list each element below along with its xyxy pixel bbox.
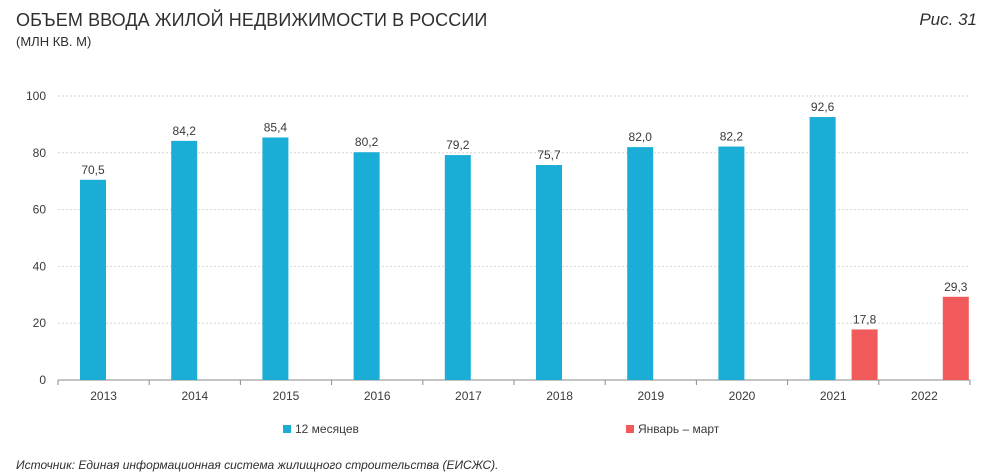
bar-12-months bbox=[809, 117, 836, 381]
y-tick-label: 20 bbox=[33, 316, 47, 330]
x-tick-label: 2022 bbox=[911, 389, 938, 403]
chart-title: ОБЪЕМ ВВОДА ЖИЛОЙ НЕДВИЖИМОСТИ В РОССИИ bbox=[16, 10, 488, 30]
x-tick-label: 2019 bbox=[637, 389, 664, 403]
data-label: 82,2 bbox=[720, 130, 744, 144]
bar-12-months bbox=[171, 140, 198, 380]
x-tick-label: 2015 bbox=[273, 389, 300, 403]
bar-12-months bbox=[262, 137, 289, 380]
legend-swatch bbox=[626, 425, 634, 433]
x-tick-label: 2018 bbox=[546, 389, 573, 403]
bar-12-months bbox=[718, 146, 745, 380]
bar-12-months bbox=[627, 147, 654, 380]
data-label: 82,0 bbox=[629, 130, 653, 144]
x-tick-label: 2020 bbox=[729, 389, 756, 403]
x-tick-label: 2021 bbox=[820, 389, 847, 403]
data-label: 29,3 bbox=[944, 280, 968, 294]
y-tick-label: 80 bbox=[33, 146, 47, 160]
source-note: Источник: Единая информационная система … bbox=[16, 458, 499, 472]
y-tick-label: 0 bbox=[39, 373, 46, 387]
bar-12-months bbox=[444, 155, 471, 380]
x-tick-label: 2017 bbox=[455, 389, 482, 403]
bar-12-months bbox=[353, 152, 380, 380]
data-label: 70,5 bbox=[81, 163, 105, 177]
data-label: 80,2 bbox=[355, 135, 379, 149]
legend-label: Январь – март bbox=[638, 422, 720, 436]
data-label: 84,2 bbox=[173, 124, 197, 138]
data-label: 92,6 bbox=[811, 100, 835, 114]
data-label: 17,8 bbox=[853, 312, 877, 326]
data-label: 85,4 bbox=[264, 120, 288, 134]
bar-12-months bbox=[80, 179, 106, 380]
bar-12-months bbox=[536, 165, 562, 380]
y-tick-label: 60 bbox=[33, 203, 47, 217]
data-label: 75,7 bbox=[537, 148, 561, 162]
bar-jan-mar bbox=[851, 329, 878, 380]
chart-subtitle: (МЛН КВ. М) bbox=[16, 34, 92, 49]
y-tick-label: 100 bbox=[26, 89, 46, 103]
legend-swatch bbox=[283, 425, 291, 433]
x-tick-label: 2014 bbox=[181, 389, 208, 403]
figure-label: Рис. 31 bbox=[919, 10, 977, 29]
y-tick-label: 40 bbox=[33, 259, 47, 273]
bar-jan-mar bbox=[942, 296, 969, 380]
x-tick-label: 2016 bbox=[364, 389, 391, 403]
legend-label: 12 месяцев bbox=[295, 422, 359, 436]
x-tick-label: 2013 bbox=[90, 389, 117, 403]
data-label: 79,2 bbox=[446, 138, 470, 152]
